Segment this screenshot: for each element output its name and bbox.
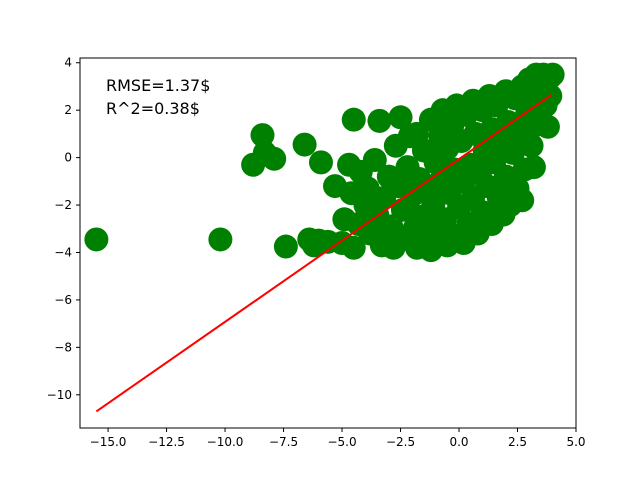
scatter-point [341,107,366,132]
scatter-point [362,147,387,172]
scatter-point [535,114,560,139]
scatter-point [208,227,233,252]
y-tick-label: 0 [64,151,72,165]
scatter-point [273,234,298,259]
y-tick-label: −10 [47,388,72,402]
x-tick-label: −5.0 [327,435,356,449]
scatter-point [517,131,542,156]
scatter-point [84,227,109,252]
fit-line-layer [95,93,553,413]
regression-line [95,93,553,413]
x-tick-label: 2.5 [508,435,527,449]
scatter-point [341,235,366,260]
x-tick-label: −2.5 [386,435,415,449]
scatter-point [308,150,333,175]
x-tick-label: −7.5 [269,435,298,449]
y-tick-label: 2 [64,103,72,117]
rmse-annotation: RMSE=1.37$ [106,76,210,95]
x-tick-label: 5.0 [566,435,585,449]
scatter-point [250,123,275,148]
y-tick-label: 4 [64,56,72,70]
y-tick-label: −4 [54,245,72,259]
x-tick-label: 0.0 [449,435,468,449]
y-tick-label: −8 [54,340,72,354]
scatter-point [388,105,413,130]
x-axis: −15.0 −12.5 −10.0 −7.5 −5.0 −2.5 0.0 2.5 5.0 [90,428,586,449]
axes-frame [79,57,577,429]
x-tick-label: −12.5 [148,435,185,449]
y-tick-label: −2 [54,198,72,212]
scatter-point [510,188,535,213]
x-tick-label: −10.0 [207,435,244,449]
scatter-point [262,146,287,171]
y-tick-label: −6 [54,293,72,307]
r2-annotation: R^2=0.38$ [106,99,200,118]
x-tick-label: −15.0 [90,435,127,449]
scatter-point [367,108,392,133]
scatter-point [540,62,565,87]
scatter-points-layer [84,62,565,263]
scatter-point [292,132,317,157]
y-axis: 4 2 0 −2 −4 −6 −8 −10 [47,56,80,402]
scatter-point [521,155,546,180]
